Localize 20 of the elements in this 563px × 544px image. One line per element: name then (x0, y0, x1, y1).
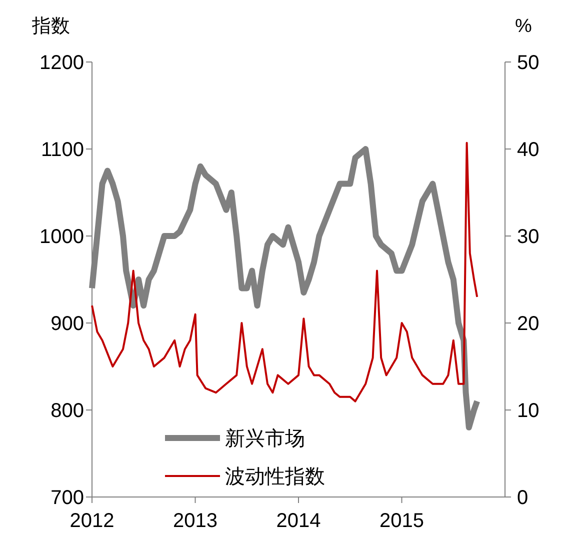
legend-label: 波动性指数 (225, 466, 325, 488)
x-tick-label: 2015 (380, 510, 424, 532)
y-tick-label: 700 (50, 487, 84, 509)
y-tick-label: 1200 (40, 52, 84, 74)
y-tick-label: 900 (50, 313, 84, 335)
y2-tick-label: 40 (517, 139, 540, 161)
y-tick-label: 1100 (40, 139, 84, 161)
x-tick-label: 2014 (276, 510, 321, 532)
y2-tick-label: 30 (517, 226, 540, 248)
y-axis-title: 指数 (31, 16, 70, 37)
x-tick-label: 2012 (70, 510, 114, 532)
y2-tick-label: 0 (517, 487, 528, 509)
y2-tick-label: 20 (517, 313, 540, 335)
y2-axis-title: % (515, 16, 532, 37)
legend-label: 新兴市场 (225, 428, 305, 450)
x-tick-label: 2013 (173, 510, 218, 532)
y2-tick-label: 10 (517, 400, 540, 422)
y-tick-label: 1000 (40, 226, 84, 248)
y2-tick-label: 50 (517, 52, 540, 74)
y-tick-label: 800 (50, 400, 84, 422)
